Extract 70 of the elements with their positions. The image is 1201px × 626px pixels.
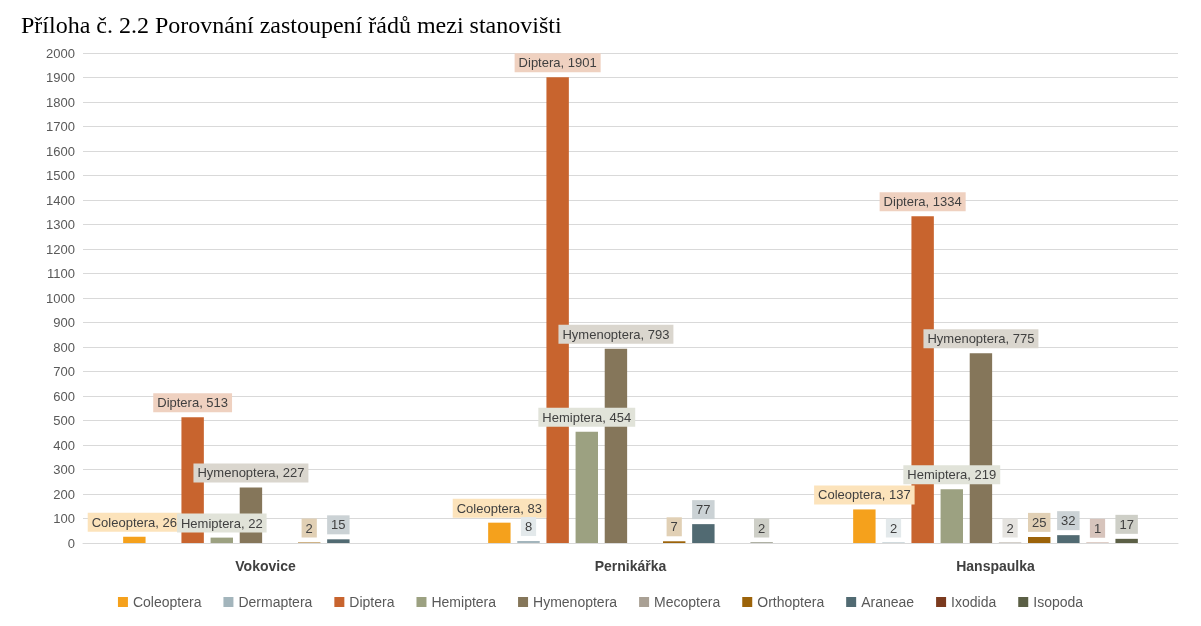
data-label: 2 (1006, 520, 1014, 536)
data-label: Coleoptera, 83 (456, 500, 542, 516)
bar (210, 537, 233, 543)
data-label: Hymenoptera, 793 (562, 326, 670, 342)
legend-label: Dermaptera (238, 594, 313, 610)
x-tick-label: Hanspaulka (956, 558, 1035, 574)
data-label: 77 (696, 502, 711, 518)
y-tick-label: 100 (53, 511, 75, 526)
data-label: Hymenoptera, 775 (927, 331, 1035, 347)
legend-label: Mecoptera (654, 594, 721, 610)
data-label: Diptera, 1334 (883, 194, 962, 210)
legend-label: Araneae (861, 594, 915, 610)
data-label: 32 (1061, 513, 1076, 529)
y-tick-label: 1000 (46, 290, 75, 306)
y-tick-label: 900 (53, 315, 75, 330)
data-label: Coleoptera, 26 (91, 514, 177, 530)
x-tick-label: Pernikářka (594, 558, 667, 574)
bar (1028, 536, 1051, 543)
y-tick-label: 1700 (46, 119, 75, 134)
legend-label: Ixodida (951, 594, 997, 610)
y-tick-label: 1900 (46, 70, 75, 85)
data-label: 15 (331, 517, 346, 533)
y-tick-label: 600 (53, 388, 75, 404)
legend-label: Diptera (349, 594, 395, 610)
y-tick-label: 800 (53, 339, 75, 355)
bar (1057, 535, 1080, 543)
y-tick-label: 1800 (46, 94, 75, 110)
y-tick-label: 1600 (46, 143, 75, 159)
chart-title: Příloha č. 2.2 Porovnání zastoupení řádů mezi stanovišti (21, 12, 562, 38)
data-label: Coleoptera, 137 (818, 487, 911, 503)
bar (488, 522, 511, 543)
y-tick-label: 500 (53, 413, 75, 428)
data-label: 2 (305, 520, 313, 536)
data-label: Hemiptera, 22 (180, 515, 263, 531)
bar (692, 524, 715, 543)
y-tick-label: 2000 (46, 45, 75, 61)
bar (575, 431, 598, 543)
bar (1115, 538, 1138, 543)
legend-label: Isopoda (1033, 594, 1084, 610)
bar (123, 536, 146, 543)
data-label: 2 (889, 520, 898, 536)
y-tick-label: 1500 (46, 168, 75, 183)
y-tick-label: 1300 (46, 217, 75, 232)
bar (853, 509, 876, 543)
legend-label: Hemiptera (431, 594, 497, 610)
y-tick-label: 200 (53, 486, 75, 502)
legend-label: Orthoptera (757, 594, 825, 610)
data-label: 17 (1119, 516, 1134, 532)
y-tick-label: 700 (53, 364, 75, 379)
y-tick-label: 1100 (47, 266, 75, 281)
data-label: Hemiptera, 219 (907, 467, 997, 483)
data-label: 2 (758, 520, 766, 536)
data-label: 7 (670, 519, 678, 535)
data-label: Diptera, 1901 (518, 55, 597, 71)
data-label: 25 (1031, 514, 1047, 530)
legend-label: Hymenoptera (533, 594, 618, 610)
data-label: 8 (524, 519, 533, 535)
y-tick-label: 1200 (46, 241, 75, 257)
data-label: Hemiptera, 454 (542, 409, 632, 425)
y-tick-label: 1400 (46, 192, 75, 208)
bar (940, 489, 963, 543)
data-label: Hymenoptera, 227 (197, 465, 305, 481)
y-tick-label: 400 (53, 437, 75, 453)
x-tick-label: Vokovice (235, 558, 296, 574)
y-tick-label: 300 (53, 462, 75, 477)
legend-label: Coleoptera (132, 594, 202, 610)
bar (327, 539, 350, 543)
y-tick-label: 0 (67, 535, 75, 551)
data-label: Diptera, 513 (157, 395, 229, 411)
data-label: 1 (1093, 520, 1102, 536)
